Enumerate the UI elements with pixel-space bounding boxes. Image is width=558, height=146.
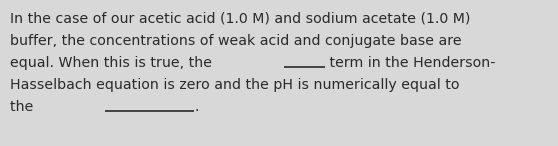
Text: term in the Henderson-: term in the Henderson-	[325, 56, 496, 70]
Text: equal. When this is true, the: equal. When this is true, the	[10, 56, 217, 70]
Text: _____: _____	[284, 56, 320, 70]
Text: In the case of our acetic acid (1.0 M) and sodium acetate (1.0 M): In the case of our acetic acid (1.0 M) a…	[10, 12, 470, 26]
Text: .: .	[194, 100, 199, 114]
Text: ______: ______	[105, 100, 148, 114]
Text: the: the	[10, 100, 38, 114]
Text: buffer, the concentrations of weak acid and conjugate base are: buffer, the concentrations of weak acid …	[10, 34, 461, 48]
Text: Hasselbach equation is zero and the pH is numerically equal to: Hasselbach equation is zero and the pH i…	[10, 78, 459, 92]
